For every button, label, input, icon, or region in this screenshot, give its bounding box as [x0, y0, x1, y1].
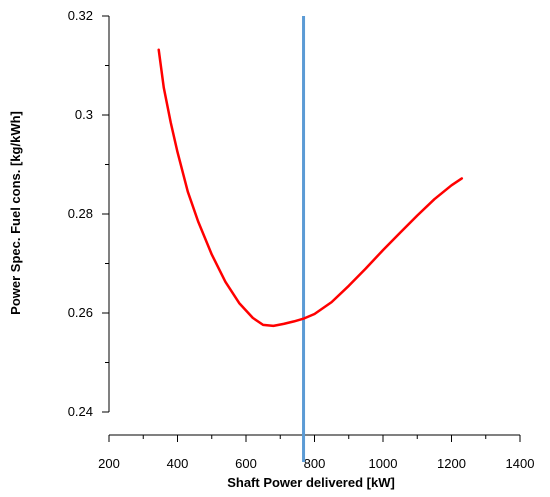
- y-tick-label: 0.32: [68, 8, 93, 23]
- x-tick-label: 1200: [437, 456, 466, 471]
- x-tick-label: 200: [98, 456, 120, 471]
- y-tick-label: 0.26: [68, 305, 93, 320]
- series-line: [157, 48, 464, 328]
- plot-area: [157, 16, 464, 462]
- x-tick-label: 400: [167, 456, 189, 471]
- y-axis-label: Power Spec. Fuel cons. [kg/kWh]: [8, 111, 23, 315]
- y-tick-label: 0.3: [75, 107, 93, 122]
- y-axis: 0.24 0.26 0.28 0.3 0.32: [68, 8, 110, 419]
- y-tick-label: 0.28: [68, 206, 93, 221]
- y-tick-label: 0.24: [68, 404, 93, 419]
- x-tick-label: 1400: [506, 456, 535, 471]
- x-axis-label: Shaft Power delivered [kW]: [227, 475, 395, 490]
- x-tick-label: 800: [304, 456, 326, 471]
- x-axis: 200 400 600 800 1000 1200 1400: [98, 434, 535, 471]
- x-tick-label: 600: [235, 456, 257, 471]
- x-tick-label: 1000: [369, 456, 398, 471]
